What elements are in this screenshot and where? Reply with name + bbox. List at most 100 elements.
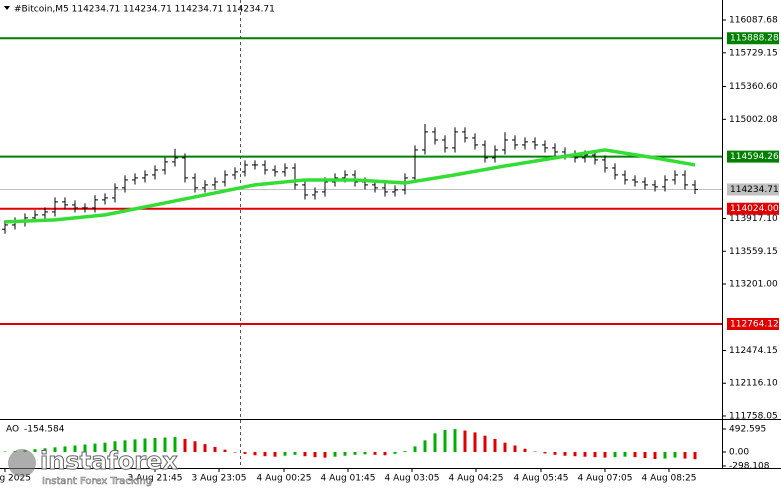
ao-bar	[123, 440, 127, 453]
y-tick-label: 115002.08	[729, 115, 778, 125]
y-tick-label: 115729.15	[729, 48, 778, 58]
ao-bar	[253, 452, 257, 456]
ao-bar	[213, 446, 217, 453]
ao-bar	[683, 452, 687, 459]
ao-bar	[63, 446, 67, 453]
ao-bar	[583, 452, 587, 457]
current-price-bg	[727, 183, 779, 196]
ao-bar	[183, 438, 187, 453]
level-label-bg	[727, 202, 779, 215]
x-tick-label: 3 Aug 23:05	[192, 474, 247, 484]
ao-bar	[453, 429, 457, 453]
ao-bar	[443, 430, 447, 453]
ao-bar	[133, 439, 137, 453]
ao-bar	[383, 452, 387, 456]
ao-bar	[633, 452, 637, 458]
ao-bar	[333, 452, 337, 457]
ao-bar	[413, 446, 417, 453]
ao-bar	[233, 452, 237, 453]
ao-bar	[623, 452, 627, 457]
ao-bar	[3, 451, 7, 453]
ao-bar	[613, 452, 617, 458]
y-tick-label: 113917.10	[729, 214, 778, 224]
title-arrow	[4, 6, 10, 10]
ao-bar	[643, 452, 647, 459]
ao-bar	[393, 452, 397, 454]
ao-bar	[313, 452, 317, 458]
y-tick-label: 113201.00	[729, 280, 778, 290]
x-tick-label: 4 Aug 00:25	[257, 474, 312, 484]
ao-bar	[503, 442, 507, 453]
ao-bar	[373, 452, 377, 455]
x-tick-label: 4 Aug 08:25	[642, 474, 697, 484]
level-label: 114024.00	[730, 204, 779, 214]
moving-average	[4, 148, 696, 224]
level-label: 112764.12	[730, 319, 779, 329]
ao-bar	[243, 452, 247, 454]
ao-bar	[593, 452, 597, 458]
ao-bar	[173, 437, 177, 453]
ao-bar	[423, 440, 427, 453]
level-label-bg	[727, 317, 779, 330]
ao-bar	[323, 452, 327, 458]
ao-bar	[153, 437, 157, 453]
ao-bar	[563, 452, 567, 456]
logo-icon	[8, 449, 36, 477]
ao-bar	[143, 438, 147, 453]
ao-bar	[573, 452, 577, 457]
ao-bar	[73, 445, 77, 453]
level-label-bg	[727, 150, 779, 163]
ao-bar	[263, 452, 267, 457]
ao-bar	[33, 449, 37, 453]
y-tick-label: 111758.05	[729, 411, 778, 421]
ao-bar	[533, 451, 537, 453]
ao-bar	[93, 443, 97, 453]
ao-bar	[663, 452, 667, 459]
x-tick-label: 4 Aug 07:05	[578, 474, 633, 484]
level-label: 115888.28	[730, 34, 779, 44]
ao-bar	[513, 445, 517, 453]
ao-bar	[303, 452, 307, 457]
ao-value: -154.584	[24, 425, 65, 435]
ao-bar	[113, 441, 117, 453]
ao-bar	[473, 432, 477, 453]
level-label-bg	[727, 32, 779, 45]
ao-bar	[603, 452, 607, 458]
ao-bar	[283, 452, 287, 456]
ao-bar	[203, 444, 207, 453]
ao-bar	[363, 452, 367, 455]
ao-bar	[493, 438, 497, 453]
ao-title: AO	[6, 425, 19, 435]
y-tick-label: 116087.68	[729, 16, 778, 26]
watermark: instaforex Instant Forex Tracking	[8, 447, 179, 487]
ao-bar	[433, 433, 437, 453]
ao-bar	[463, 430, 467, 453]
logo-brand: instaforex	[40, 447, 178, 475]
ao-bar	[483, 435, 487, 453]
ao-bar	[83, 444, 87, 453]
ao-tick-label: 0.00	[729, 448, 749, 458]
ao-tick-label: 492.595	[729, 425, 766, 435]
y-tick-label: 113559.15	[729, 247, 778, 257]
y-tick-label: 112474.15	[729, 346, 778, 356]
ao-bar	[43, 448, 47, 453]
ao-bar	[103, 442, 107, 453]
x-tick-label: 3 Aug 2025	[0, 474, 31, 484]
x-tick-label: 4 Aug 01:45	[321, 474, 376, 484]
ao-bar	[553, 452, 557, 455]
ao-bar	[293, 452, 297, 455]
ao-bar	[353, 452, 357, 455]
level-label: 114594.26	[730, 152, 779, 162]
ao-bar	[343, 452, 347, 456]
logo-tagline: Instant Forex Tracking	[42, 476, 152, 487]
x-tick-label: 3 Aug 21:45	[128, 474, 183, 484]
ao-bar	[523, 448, 527, 453]
x-tick-label: 4 Aug 03:05	[385, 474, 440, 484]
ao-bar	[163, 437, 167, 453]
ao-bar	[673, 452, 677, 458]
ao-bar	[223, 449, 227, 453]
ao-bar	[193, 441, 197, 453]
x-tick-label: 4 Aug 04:25	[449, 474, 504, 484]
